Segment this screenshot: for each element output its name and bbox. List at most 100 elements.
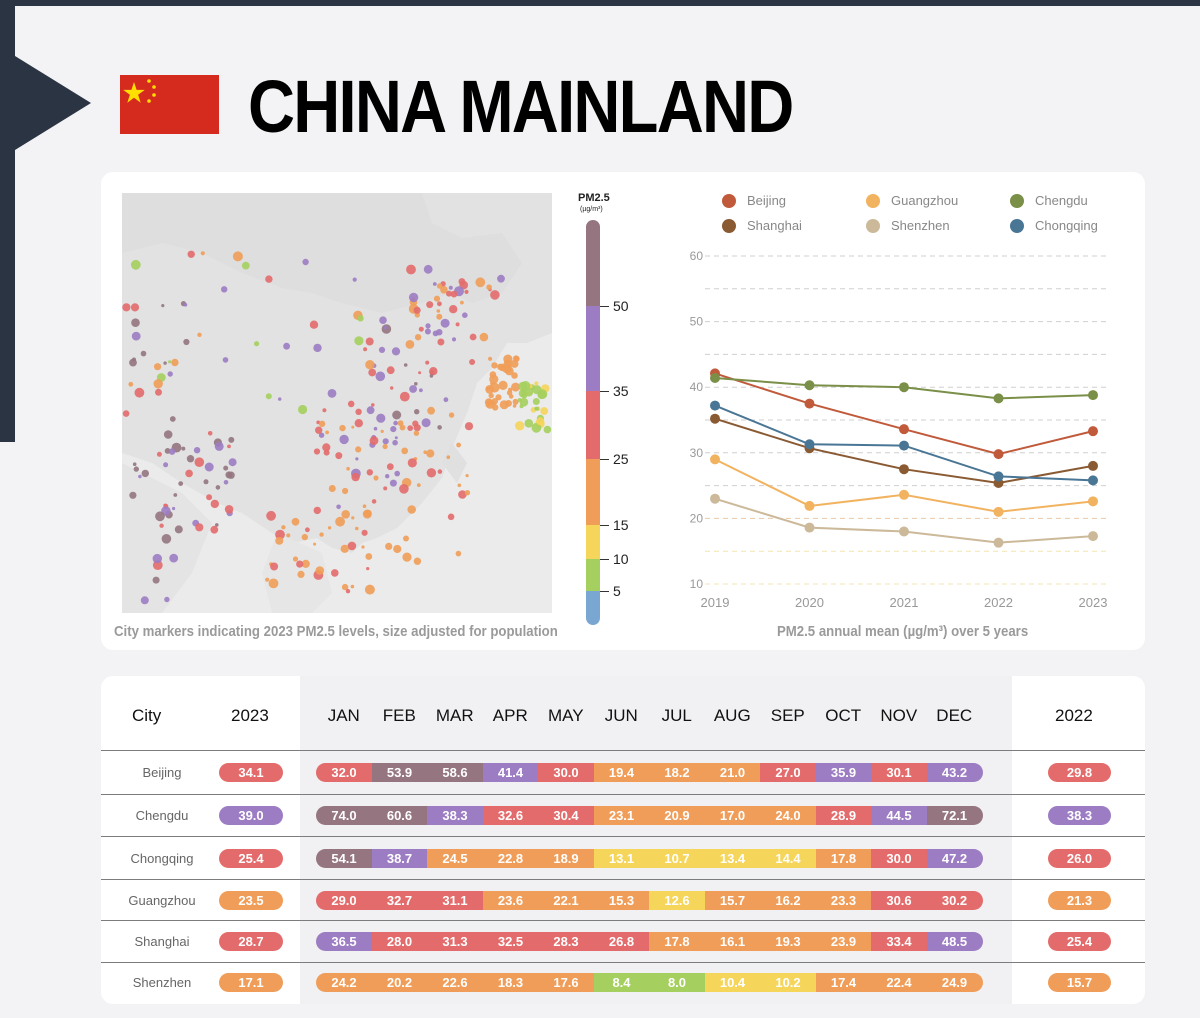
city-marker [464, 289, 469, 294]
city-marker [228, 458, 237, 467]
city-marker [183, 338, 190, 346]
data-point-guangzhou [1088, 496, 1098, 507]
city-marker [163, 361, 167, 365]
monthly-value-cell: 24.2 [316, 973, 372, 992]
city-marker [322, 408, 327, 413]
city-marker [380, 429, 384, 433]
monthly-value-cell: 15.3 [593, 891, 650, 910]
monthly-value-cell: 8.0 [649, 973, 705, 992]
city-marker [458, 278, 466, 285]
city-marker [515, 421, 525, 431]
city-marker [194, 457, 205, 468]
city-marker [355, 526, 359, 531]
city-marker [163, 462, 169, 468]
city-marker [369, 436, 379, 445]
city-marker [365, 553, 373, 560]
annual-2023-pill: 23.5 [219, 891, 283, 910]
city-marker [490, 290, 500, 300]
header-month-may: MAY [547, 706, 584, 725]
city-marker [340, 544, 349, 553]
city-marker [313, 448, 321, 455]
city-marker [351, 425, 355, 429]
city-marker [210, 499, 219, 509]
city-marker [319, 532, 324, 537]
city-marker [540, 407, 549, 415]
city-marker [154, 363, 162, 371]
city-marker [407, 505, 417, 514]
city-marker [156, 451, 162, 457]
city-marker [383, 325, 388, 330]
monthly-value-cell: 23.3 [815, 891, 872, 910]
sidebar-strip [0, 0, 15, 442]
monthly-value-cell: 24.5 [427, 849, 483, 868]
city-marker [485, 386, 490, 391]
city-marker [173, 493, 178, 497]
legend-label: Beijing [747, 193, 787, 208]
city-marker [383, 486, 388, 491]
legend-swatch [1010, 193, 1024, 208]
city-marker [339, 424, 346, 432]
city-marker [183, 303, 188, 307]
city-marker [386, 366, 395, 375]
city-marker [363, 347, 368, 352]
city-marker [347, 541, 357, 551]
city-marker [361, 545, 365, 549]
city-marker [132, 462, 137, 467]
x-tick-label: 2022 [984, 595, 1013, 610]
header-month-feb: FEB [382, 706, 416, 725]
city-marker [153, 379, 163, 389]
monthly-value-cell: 19.3 [760, 932, 816, 951]
annual-2023-pill: 25.4 [219, 849, 283, 868]
row-divider [101, 962, 1145, 963]
y-tick-label: 40 [690, 380, 704, 394]
monthly-value-cell: 28.9 [815, 806, 872, 825]
monthly-value-cell: 24.9 [926, 973, 983, 992]
x-tick-label: 2019 [701, 595, 730, 610]
monthly-value-cell: 47.2 [926, 849, 983, 868]
monthly-value-cell: 18.3 [482, 973, 539, 992]
header-month-mar: MAR [435, 706, 474, 725]
monthly-value-cell: 48.5 [926, 932, 983, 951]
legend-label: Guangzhou [891, 193, 959, 208]
data-point-shenzhen [804, 522, 815, 533]
monthly-value-cell: 17.8 [815, 849, 872, 868]
city-marker [355, 457, 359, 461]
monthly-value-cell: 18.2 [649, 763, 705, 782]
city-marker [291, 517, 300, 526]
monthly-value-cell: 30.0 [871, 849, 927, 868]
legend-item-shenzhen: Shenzhen [866, 218, 950, 233]
city-marker [376, 413, 386, 423]
monthly-value-cell: 74.0 [316, 806, 372, 825]
city-marker [437, 301, 442, 307]
city-marker [510, 359, 519, 368]
city-marker [365, 360, 375, 370]
monthly-value-cell: 28.3 [538, 932, 594, 951]
city-marker [141, 469, 149, 478]
city-marker [393, 544, 402, 554]
data-point-chengdu [804, 380, 815, 391]
city-marker [297, 570, 305, 578]
city-marker [507, 366, 512, 371]
city-marker [403, 363, 408, 367]
city-marker [169, 553, 179, 563]
monthly-value-cell: 10.2 [760, 973, 816, 992]
city-marker [368, 368, 377, 377]
legend-label: Shanghai [747, 218, 802, 233]
city-marker [423, 450, 428, 455]
city-marker [130, 303, 140, 312]
city-marker [301, 559, 310, 568]
city-marker [266, 510, 276, 521]
city-marker [446, 290, 452, 297]
city-marker [497, 274, 505, 283]
city-marker [392, 439, 398, 446]
city-marker [407, 425, 414, 431]
city-marker [363, 509, 371, 517]
monthly-value-cell: 27.0 [760, 763, 816, 782]
data-point-beijing [1088, 426, 1098, 437]
city-marker [436, 313, 443, 320]
city-marker [465, 474, 469, 478]
monthly-value-cell: 13.1 [593, 849, 650, 868]
city-marker [518, 389, 528, 398]
city-marker [301, 533, 308, 541]
city-marker [475, 277, 486, 288]
